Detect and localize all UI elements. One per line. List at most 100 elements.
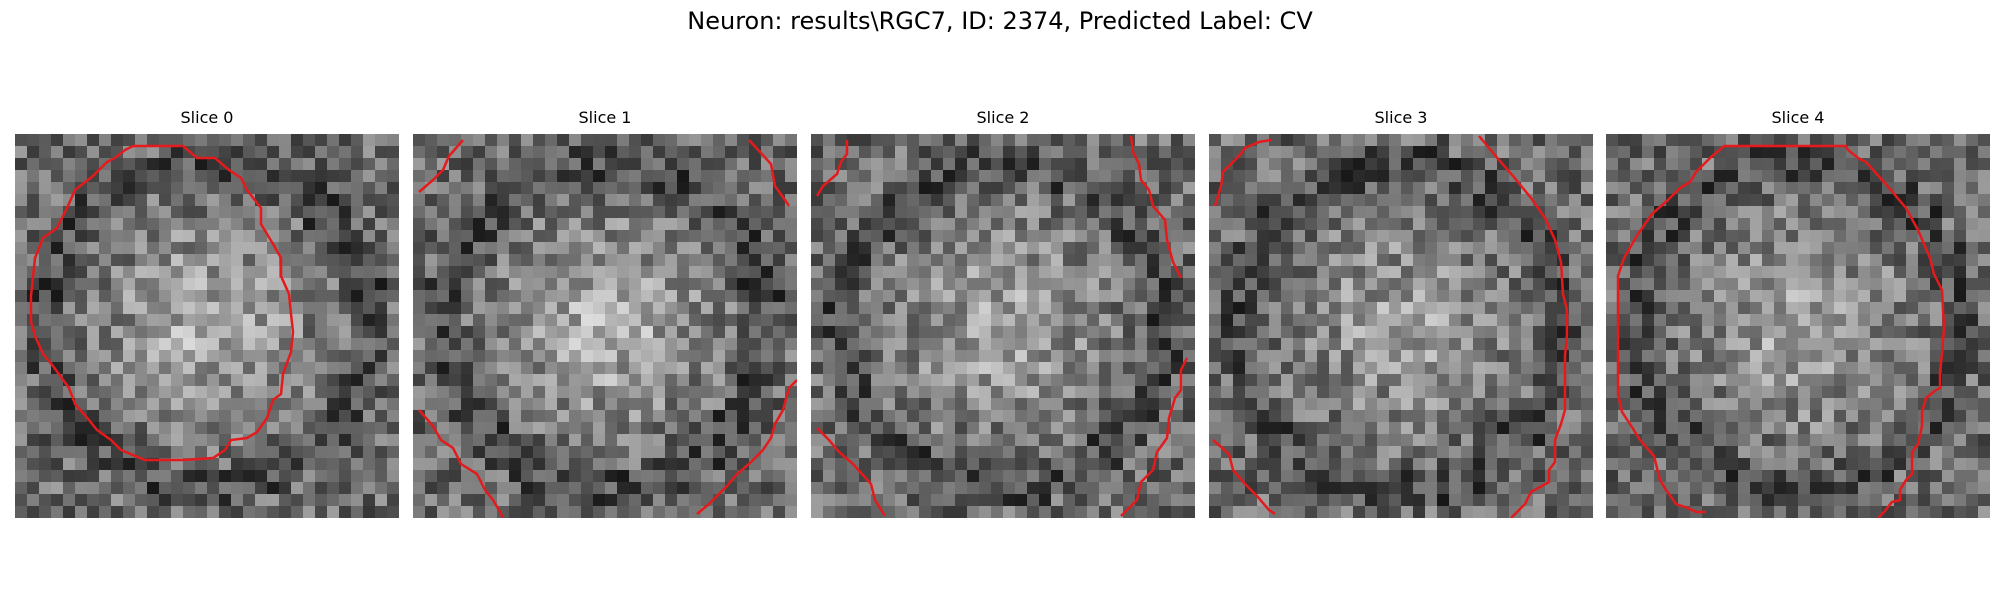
pixel	[147, 482, 160, 495]
pixel	[1015, 194, 1028, 207]
pixel	[1774, 182, 1787, 195]
pixel	[605, 314, 618, 327]
pixel	[1353, 290, 1366, 303]
pixel	[27, 302, 40, 315]
pixel	[425, 482, 438, 495]
pixel	[1159, 146, 1172, 159]
pixel	[979, 434, 992, 447]
pixel	[907, 362, 920, 375]
pixel	[629, 410, 642, 423]
pixel	[1810, 446, 1823, 459]
pixel	[907, 146, 920, 159]
pixel	[473, 182, 486, 195]
pixel	[1015, 242, 1028, 255]
pixel	[123, 290, 136, 303]
pixel	[557, 386, 570, 399]
pixel	[219, 314, 232, 327]
pixel	[689, 362, 702, 375]
pixel	[1870, 182, 1883, 195]
pixel	[461, 182, 474, 195]
pixel	[159, 314, 172, 327]
pixel	[1293, 242, 1306, 255]
pixel	[1245, 230, 1258, 243]
pixel	[87, 254, 100, 267]
pixel	[27, 386, 40, 399]
pixel	[1269, 446, 1282, 459]
pixel	[653, 194, 666, 207]
pixel	[207, 218, 220, 231]
pixel	[1966, 374, 1979, 387]
pixel	[641, 314, 654, 327]
pixel	[1425, 350, 1438, 363]
pixel	[1774, 302, 1787, 315]
pixel	[1305, 410, 1318, 423]
pixel	[387, 278, 399, 291]
pixel	[701, 458, 714, 471]
pixel	[653, 350, 666, 363]
pixel	[1341, 458, 1354, 471]
pixel	[387, 470, 399, 483]
pixel	[1834, 290, 1847, 303]
pixel	[823, 470, 836, 483]
pixel	[883, 206, 896, 219]
pixel	[943, 374, 956, 387]
pixel	[1437, 458, 1450, 471]
pixel	[835, 362, 848, 375]
pixel	[1245, 182, 1258, 195]
pixel	[267, 494, 280, 507]
pixel	[811, 386, 824, 399]
pixel	[665, 158, 678, 171]
pixel	[1437, 170, 1450, 183]
pixel	[1678, 458, 1691, 471]
pixel	[665, 458, 678, 471]
pixel	[387, 350, 399, 363]
pixel	[1581, 494, 1593, 507]
pixel	[533, 410, 546, 423]
pixel	[1702, 422, 1715, 435]
pixel	[689, 266, 702, 279]
pixel	[1027, 506, 1040, 518]
pixel	[449, 134, 462, 147]
pixel	[785, 146, 797, 159]
pixel	[907, 434, 920, 447]
pixel	[749, 458, 762, 471]
pixel	[725, 410, 738, 423]
pixel	[183, 422, 196, 435]
pixel	[1353, 242, 1366, 255]
pixel	[737, 314, 750, 327]
pixel	[749, 302, 762, 315]
pixel	[737, 302, 750, 315]
pixel	[1003, 482, 1016, 495]
pixel	[1774, 374, 1787, 387]
pixel	[811, 302, 824, 315]
pixel	[1858, 302, 1871, 315]
pixel	[533, 266, 546, 279]
pixel	[425, 458, 438, 471]
pixel	[919, 314, 932, 327]
pixel	[413, 146, 426, 159]
pixel	[859, 182, 872, 195]
pixel	[557, 506, 570, 518]
pixel	[1039, 218, 1052, 231]
pixel	[1015, 398, 1028, 411]
pixel	[1269, 314, 1282, 327]
pixel	[1954, 350, 1967, 363]
pixel	[1147, 506, 1160, 518]
pixel	[1521, 314, 1534, 327]
pixel	[207, 434, 220, 447]
pixel	[1485, 458, 1498, 471]
pixel	[967, 206, 980, 219]
pixel	[75, 158, 88, 171]
pixel	[135, 194, 148, 207]
pixel	[569, 290, 582, 303]
pixel	[1449, 374, 1462, 387]
pixel	[773, 278, 786, 291]
pixel	[1353, 230, 1366, 243]
pixel	[1473, 350, 1486, 363]
pixel	[605, 362, 618, 375]
pixel	[617, 290, 630, 303]
pixel	[785, 170, 797, 183]
pixel	[1738, 206, 1751, 219]
pixel	[847, 314, 860, 327]
pixel	[1738, 338, 1751, 351]
